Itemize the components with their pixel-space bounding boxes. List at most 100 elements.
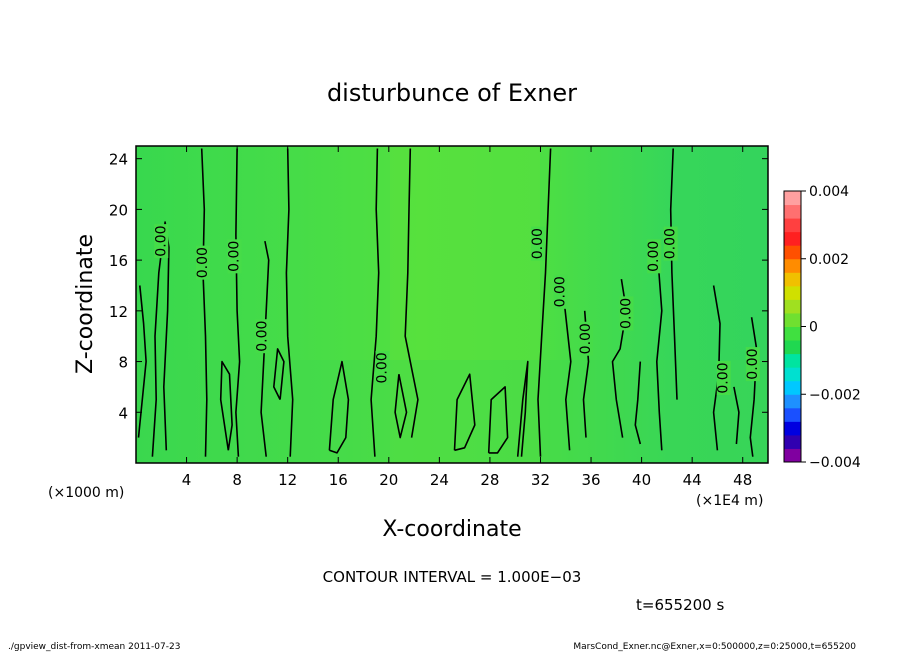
contour-label-bg-0 [154, 224, 169, 259]
colorbar-segment-10 [784, 312, 801, 327]
contour-label-10: 0.00 [663, 228, 679, 259]
colorbar-tick-label-1: 0.002 [809, 252, 849, 268]
x-tick-label-6: 28 [480, 471, 499, 489]
x-tick-label-3: 16 [329, 471, 348, 489]
contour-line-12 [453, 373, 476, 452]
footer-right: MarsCond_Exner.nc@Exner,x=0:500000,z=0:2… [573, 642, 856, 652]
contour-label-bg-2 [227, 239, 242, 274]
contour-label-bg-4 [375, 350, 390, 385]
time-label: t=655200 s [636, 596, 724, 614]
colorbar-ticks: 0.004 0.002 0 −0.002 −0.004 [801, 184, 861, 471]
contour-line-23 [733, 386, 740, 445]
x-tick-label-8: 36 [581, 471, 600, 489]
field-lower-band [136, 360, 768, 463]
plot-frame [135, 145, 769, 464]
x-axis-ticks: 4 8 12 16 20 24 28 32 36 40 44 48 [182, 146, 752, 489]
colorbar-segment-14 [784, 258, 801, 273]
contour-label-bg-9 [647, 239, 662, 274]
colorbar-segment-8 [784, 340, 801, 355]
colorbar-tick-label-2: 0 [809, 320, 818, 336]
y-tick-label-5: 24 [109, 151, 128, 169]
contour-line-13 [487, 386, 509, 454]
contour-line-4 [235, 148, 241, 457]
colorbar-segment-7 [784, 353, 801, 368]
colorbar-segment-6 [784, 367, 801, 382]
x-tick-label-9: 40 [632, 471, 651, 489]
y-tick-label-0: 4 [118, 404, 128, 422]
colorbar-segment-9 [784, 326, 801, 341]
x-tick-label-7: 32 [531, 471, 550, 489]
contour-label-3: 0.00 [254, 321, 270, 352]
y-tick-label-1: 8 [118, 354, 128, 372]
x-tick-label-10: 44 [683, 471, 702, 489]
chart-title: disturbunce of Exner [327, 79, 577, 107]
contour-line-20 [656, 260, 663, 451]
x-unit-right-label: (×1E4 m) [696, 493, 763, 509]
field-highlight-band [390, 146, 540, 463]
contour-line-24 [749, 317, 758, 457]
y-axis-ticks: 4 8 12 16 20 24 [109, 151, 768, 422]
y-tick-label-4: 20 [109, 201, 128, 219]
contour-label-0: 0.00 [153, 226, 169, 257]
x-tick-label-5: 24 [430, 471, 449, 489]
contour-line-19 [634, 361, 642, 445]
contour-label-bg-11 [716, 361, 731, 396]
colorbar-frame [783, 190, 802, 463]
contour-label-11: 0.00 [716, 362, 732, 393]
contour-label-bg-8 [619, 296, 634, 331]
x-unit-left-label: (×1000 m) [48, 485, 124, 501]
contour-label-12: 0.00 [745, 349, 761, 380]
contour-label-6: 0.00 [553, 276, 569, 307]
contour-label-2: 0.00 [227, 241, 243, 272]
colorbar-segment-5 [784, 380, 801, 395]
colorbar-segment-11 [784, 299, 801, 314]
x-tick-label-0: 4 [182, 471, 192, 489]
colorbar-segment-13 [784, 272, 801, 287]
contour-label-5: 0.00 [530, 228, 546, 259]
contour-line-6 [285, 148, 294, 457]
contour-label-7: 0.00 [578, 323, 594, 354]
colorbar-segment-16 [784, 231, 801, 246]
colorbar-segment-2 [784, 421, 801, 436]
contour-label-bg-12 [745, 347, 760, 382]
colorbar-segment-4 [784, 394, 801, 409]
contour-line-2 [200, 148, 208, 457]
contour-label-1: 0.00 [195, 247, 211, 278]
contour-labels: 0.00 0.00 0.00 0.00 0.00 0.00 0.00 0.00 0.00 0.00… [153, 224, 761, 396]
colorbar-segment-18 [784, 204, 801, 219]
plot-area: 0.00 0.00 0.00 0.00 0.00 0.00 0.00 0.00 0.00 0.00… [136, 146, 768, 463]
x-axis-label: X-coordinate [382, 517, 521, 542]
colorbar-segment-17 [784, 218, 801, 233]
contour-line-10 [404, 148, 419, 438]
x-tick-label-1: 8 [232, 471, 242, 489]
colorbar-segment-1 [784, 434, 801, 449]
y-tick-label-2: 12 [109, 303, 128, 321]
colorbar [784, 191, 801, 463]
contour-line-11 [394, 374, 408, 439]
x-tick-label-11: 48 [733, 471, 752, 489]
colorbar-segment-15 [784, 245, 801, 260]
colorbar-segment-3 [784, 407, 801, 422]
contour-label-bg-7 [578, 321, 593, 356]
contour-line-14 [516, 360, 529, 457]
field-background [136, 146, 768, 463]
colorbar-segment-0 [784, 448, 801, 463]
colorbar-segment-19 [784, 191, 801, 206]
contour-line-7 [273, 348, 285, 400]
contour-label-8: 0.00 [618, 298, 634, 329]
contour-line-8 [328, 360, 350, 454]
contour-line-1 [151, 221, 170, 457]
contour-lines [137, 148, 758, 457]
contour-line-9 [370, 148, 380, 457]
y-axis-label: Z-coordinate [73, 234, 98, 374]
colorbar-tick-label-3: −0.002 [809, 387, 861, 403]
contour-label-bg-10 [663, 226, 678, 261]
contour-line-3 [219, 360, 233, 451]
contour-label-4: 0.00 [374, 352, 390, 383]
colorbar-tick-label-4: −0.004 [809, 455, 861, 471]
contour-line-15 [537, 148, 552, 457]
y-tick-label-3: 16 [109, 252, 128, 270]
contour-label-bg-6 [553, 274, 568, 309]
x-tick-label-4: 20 [379, 471, 398, 489]
contour-label-bg-1 [195, 245, 210, 280]
